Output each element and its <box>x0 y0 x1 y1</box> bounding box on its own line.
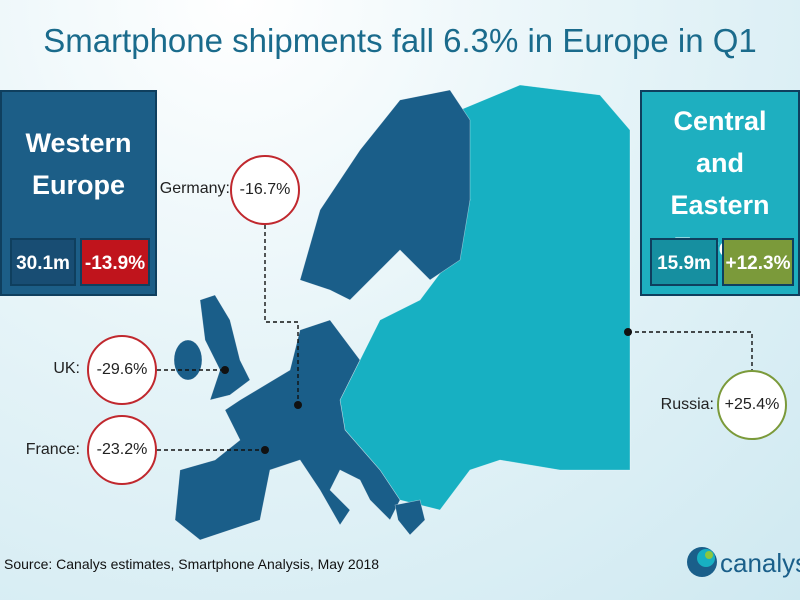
country-label: UK: <box>53 360 80 377</box>
scandinavia <box>299 89 471 301</box>
country-label: France: <box>25 441 80 458</box>
region-name: Western Europe <box>25 128 132 200</box>
leader-line <box>264 225 299 405</box>
country-change: -23.2% <box>87 415 157 485</box>
greece <box>394 499 426 536</box>
logo-icon <box>687 547 717 577</box>
region-change: -13.9% <box>80 238 150 286</box>
leader-line <box>628 331 753 370</box>
great-britain <box>199 294 251 401</box>
country-change: +25.4% <box>717 370 787 440</box>
country-change: -29.6% <box>87 335 157 405</box>
country-label: Russia: <box>660 396 714 413</box>
country-change: -16.7% <box>230 155 300 225</box>
ireland <box>173 339 203 381</box>
region-panel: Western Europe 30.1m -13.9% <box>0 90 157 296</box>
marker <box>624 328 632 336</box>
marker <box>261 446 269 454</box>
region-shipments: 30.1m <box>10 238 76 286</box>
title: Smartphone shipments fall 6.3% in Europe… <box>43 22 757 59</box>
marker <box>221 366 229 374</box>
source: Source: Canalys estimates, Smartphone An… <box>4 556 380 572</box>
country-label: Germany: <box>159 180 230 197</box>
region-shipments: 15.9m <box>650 238 718 286</box>
marker <box>294 401 302 409</box>
region-change: +12.3% <box>722 238 794 286</box>
logo: canalys <box>720 548 800 578</box>
western-continent <box>174 319 401 541</box>
region-panel: Central and Eastern Europe 15.9m +12.3% <box>640 90 800 296</box>
